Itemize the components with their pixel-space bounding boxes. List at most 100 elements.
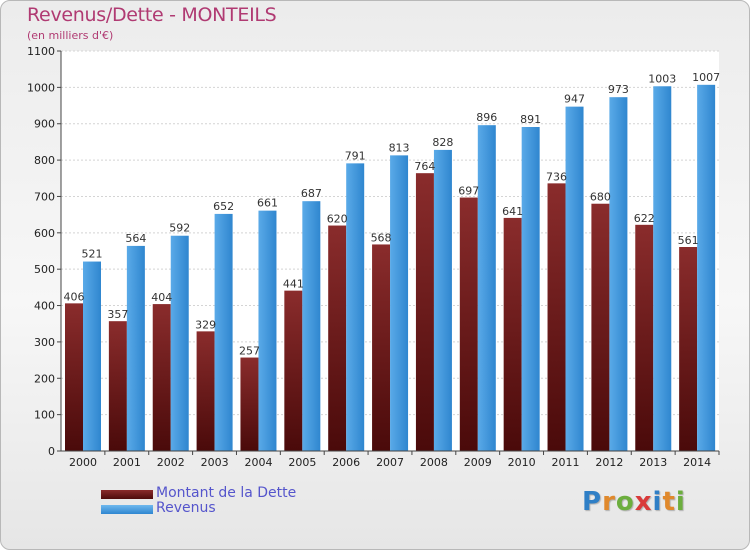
x-tick-label-2006: 2006: [332, 456, 360, 469]
x-tick-label-2007: 2007: [376, 456, 404, 469]
data-label-revenus-2013: 1003: [648, 72, 676, 85]
data-label-dette-2006: 620: [327, 213, 348, 226]
x-tick-label-2003: 2003: [201, 456, 229, 469]
data-label-dette-2000: 406: [64, 290, 85, 303]
x-tick-label-2013: 2013: [639, 456, 667, 469]
bar-dette-2010: [503, 217, 522, 451]
bar-revenus-2014: [697, 84, 716, 452]
bar-dette-2001: [108, 321, 127, 451]
bar-dette-2008: [415, 173, 434, 451]
y-tick-label: 300: [34, 336, 55, 349]
y-tick-label: 800: [34, 154, 55, 167]
y-tick-label: 1100: [27, 45, 55, 58]
bar-revenus-2013: [653, 86, 672, 451]
data-label-revenus-2002: 592: [169, 222, 190, 235]
bar-revenus-2002: [170, 235, 189, 451]
bar-revenus-2009: [477, 125, 496, 451]
bar-revenus-2010: [521, 127, 540, 451]
bar-dette-2011: [547, 183, 566, 451]
bar-revenus-2000: [83, 261, 101, 451]
brand-letter: i: [675, 487, 686, 517]
y-tick-label: 900: [34, 118, 55, 131]
bar-revenus-2001: [126, 245, 145, 451]
y-tick-label: 600: [34, 227, 55, 240]
bar-dette-2000: [65, 303, 83, 451]
bar-revenus-2012: [609, 97, 628, 451]
data-label-dette-2002: 404: [151, 291, 172, 304]
bar-dette-2014: [679, 247, 698, 451]
brand-letter: x: [634, 487, 653, 517]
data-label-revenus-2005: 687: [301, 187, 322, 200]
x-tick-label-2004: 2004: [244, 456, 272, 469]
bar-revenus-2008: [433, 149, 452, 451]
x-tick-label-2005: 2005: [288, 456, 316, 469]
data-label-dette-2011: 736: [546, 170, 567, 183]
bar-dette-2004: [240, 357, 259, 451]
data-label-revenus-2009: 896: [476, 111, 497, 124]
data-label-dette-2005: 441: [283, 278, 304, 291]
bar-revenus-2006: [346, 163, 365, 451]
x-tick-label-2009: 2009: [464, 456, 492, 469]
legend-label-debt: Montant de la Dette: [156, 485, 297, 501]
bar-dette-2006: [328, 225, 347, 451]
data-label-dette-2004: 257: [239, 345, 260, 358]
bar-revenus-2011: [565, 106, 584, 452]
brand-letter: P: [582, 487, 603, 517]
x-tick-label-2011: 2011: [552, 456, 580, 469]
legend-label-revenus: Revenus: [156, 500, 216, 516]
brand-letter: t: [662, 487, 676, 517]
y-tick-label: 100: [34, 409, 55, 422]
data-label-revenus-2006: 791: [345, 149, 366, 162]
x-tick-label-2008: 2008: [420, 456, 448, 469]
legend-swatch-revenus: [101, 505, 153, 514]
data-label-dette-2007: 568: [371, 231, 392, 244]
brand-logo: Proxiti: [582, 487, 686, 517]
bar-revenus-2003: [214, 213, 233, 451]
y-tick-label: 200: [34, 372, 55, 385]
x-tick-label-2002: 2002: [157, 456, 185, 469]
x-tick-label-2012: 2012: [595, 456, 623, 469]
x-tick-label-2001: 2001: [113, 456, 141, 469]
x-tick-label-2010: 2010: [508, 456, 536, 469]
data-label-revenus-2012: 973: [608, 83, 629, 96]
bar-revenus-2007: [390, 155, 409, 451]
chart-title: Revenus/Dette - MONTEILS: [27, 4, 277, 26]
data-label-revenus-2003: 652: [213, 200, 234, 213]
data-label-dette-2009: 697: [458, 185, 479, 198]
data-label-revenus-2014: 1007: [692, 71, 720, 84]
data-label-dette-2003: 329: [195, 318, 216, 331]
bar-revenus-2004: [258, 210, 277, 451]
data-label-dette-2001: 357: [107, 308, 128, 321]
bar-dette-2003: [196, 331, 215, 451]
y-tick-label: 700: [34, 190, 55, 203]
data-label-dette-2008: 764: [414, 160, 435, 173]
data-label-revenus-2000: 521: [82, 248, 103, 261]
bar-dette-2005: [284, 290, 303, 451]
bar-dette-2007: [372, 244, 391, 451]
bar-dette-2012: [591, 203, 610, 451]
y-tick-label: 0: [48, 445, 55, 458]
brand-letter: o: [615, 487, 635, 517]
bar-revenus-2005: [302, 201, 321, 451]
data-label-revenus-2007: 813: [389, 141, 410, 154]
data-label-dette-2012: 680: [590, 191, 611, 204]
brand-letter: r: [602, 487, 616, 517]
chart-subtitle: (en milliers d'€): [27, 29, 114, 42]
y-tick-label: 1000: [27, 81, 55, 94]
x-tick-label-2014: 2014: [683, 456, 711, 469]
brand-letter: i: [652, 487, 663, 517]
data-label-revenus-2001: 564: [125, 232, 146, 245]
legend-swatch-debt: [101, 490, 153, 499]
bar-dette-2013: [635, 224, 654, 451]
data-label-revenus-2011: 947: [564, 93, 585, 106]
data-label-revenus-2010: 891: [520, 113, 541, 126]
x-tick-label-2000: 2000: [69, 456, 97, 469]
bar-dette-2002: [152, 304, 171, 451]
data-label-revenus-2008: 828: [432, 136, 453, 149]
data-label-dette-2013: 622: [634, 212, 655, 225]
y-tick-label: 500: [34, 263, 55, 276]
y-tick-label: 400: [34, 300, 55, 313]
data-label-revenus-2004: 661: [257, 197, 278, 210]
